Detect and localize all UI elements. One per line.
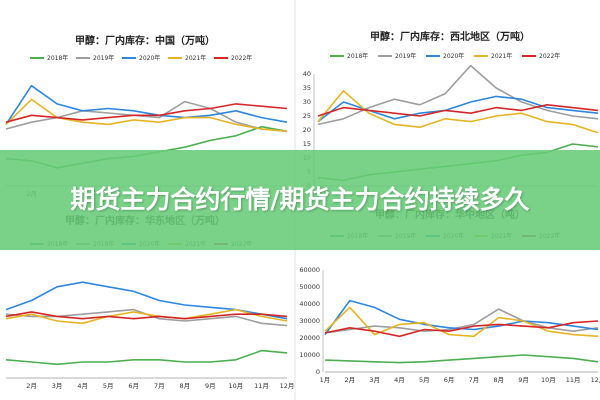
x-tick-label: 3月 xyxy=(369,376,380,384)
series-line xyxy=(5,84,288,125)
x-tick-label: 6月 xyxy=(444,376,455,384)
x-tick-label: 11月 xyxy=(566,376,581,384)
series-line xyxy=(5,311,288,320)
x-tick-label: 1月 xyxy=(320,376,331,384)
x-tick-label: 4月 xyxy=(77,382,88,390)
legend-label: 2022年 xyxy=(539,52,560,60)
x-tick-label: 2月 xyxy=(344,376,355,384)
x-tick-label: 3月 xyxy=(52,382,63,390)
series-line xyxy=(317,104,599,117)
legend-label: 2021年 xyxy=(491,52,512,60)
legend-label: 2021年 xyxy=(185,54,206,62)
series-line xyxy=(5,349,288,366)
y-tick-label: 60000 xyxy=(299,266,320,274)
x-tick-label: 5月 xyxy=(419,376,430,384)
x-tick-label: 7月 xyxy=(469,376,480,384)
series-line xyxy=(324,354,599,364)
y-tick-label: 20000 xyxy=(299,334,320,342)
legend-label: 2018年 xyxy=(47,54,68,62)
y-tick-label: 40000 xyxy=(299,300,320,308)
y-tick-label: 50000 xyxy=(299,283,320,291)
x-tick-label: 11月 xyxy=(254,382,269,390)
x-tick-label: 8月 xyxy=(493,376,504,384)
y-tick-label: 20 xyxy=(303,126,311,134)
legend-label: 2019年 xyxy=(395,52,416,60)
x-tick-label: 2月 xyxy=(26,382,37,390)
series-line xyxy=(324,320,599,338)
series-line xyxy=(5,281,288,320)
x-tick-label: 7月 xyxy=(154,382,165,390)
series-line xyxy=(5,103,288,123)
legend-label: 2020年 xyxy=(443,52,464,60)
y-tick-label: 40 xyxy=(303,70,311,78)
x-tick-label: 12月 xyxy=(591,376,600,384)
series-line xyxy=(324,306,599,338)
series-line xyxy=(324,308,599,334)
legend-label: 2020年 xyxy=(139,54,160,62)
y-tick-label: 35 xyxy=(303,84,311,92)
y-tick-label: 25 xyxy=(303,112,311,120)
legend-label: 2022年 xyxy=(231,54,252,62)
legend-label: 2019年 xyxy=(93,54,114,62)
y-tick-label: 10000 xyxy=(299,351,320,359)
legend-label: 2018年 xyxy=(347,52,368,60)
series-line xyxy=(5,308,288,325)
x-tick-label: 12月 xyxy=(280,382,295,390)
title-banner: 期货主力合约行情/期货主力合约持续多久 xyxy=(0,150,600,250)
series-line xyxy=(5,98,288,133)
x-tick-label: 6月 xyxy=(128,382,139,390)
x-tick-label: 8月 xyxy=(179,382,190,390)
chart-title: 甲醇：厂内库存：西北地区（万吨） xyxy=(370,30,530,43)
x-tick-label: 4月 xyxy=(394,376,405,384)
x-tick-label: 9月 xyxy=(518,376,529,384)
series-line xyxy=(5,100,288,133)
x-tick-label: 5月 xyxy=(103,382,114,390)
x-tick-label: 10月 xyxy=(541,376,556,384)
y-tick-label: 0 xyxy=(316,368,320,376)
y-tick-label: 15 xyxy=(303,140,311,148)
banner-title: 期货主力合约行情/期货主力合约持续多久 xyxy=(70,185,530,214)
y-tick-label: 30000 xyxy=(299,317,320,325)
x-tick-label: 9月 xyxy=(205,382,216,390)
y-tick-label: 30 xyxy=(303,98,311,106)
chart-title: 甲醇：厂内库存：中国（万吨） xyxy=(75,34,215,47)
series-line xyxy=(317,64,599,126)
x-tick-label: 10月 xyxy=(229,382,244,390)
